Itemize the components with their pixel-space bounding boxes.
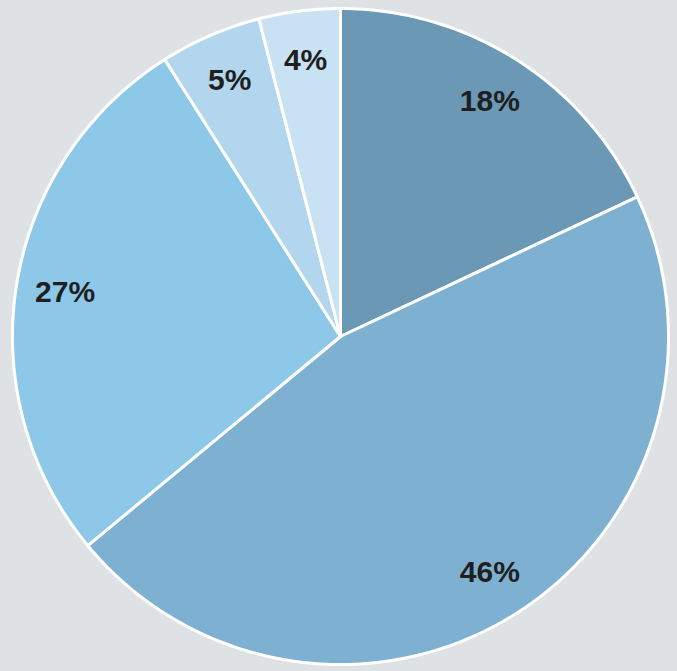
svg-text:18%: 18%	[460, 84, 520, 117]
svg-text:46%: 46%	[460, 554, 520, 587]
svg-text:5%: 5%	[208, 63, 251, 96]
svg-text:27%: 27%	[35, 275, 95, 308]
svg-text:4%: 4%	[284, 42, 327, 75]
